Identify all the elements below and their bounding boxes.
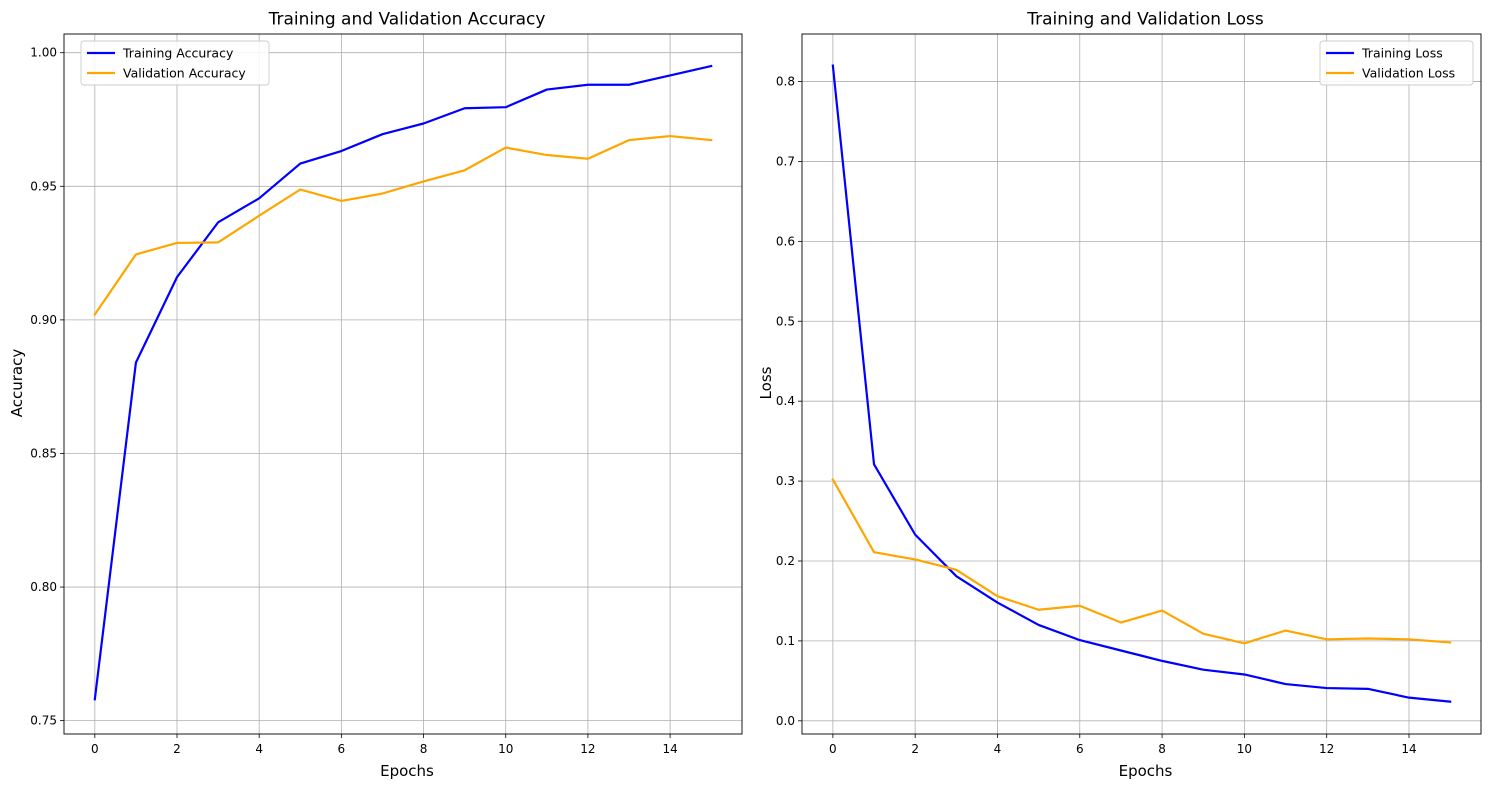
loss-y-tick-label: 0.3 [776,474,795,488]
accuracy-x-tick-label: 2 [173,742,181,756]
loss-series-line [831,477,1452,645]
accuracy-y-tick-label: 0.75 [30,714,57,728]
accuracy-y-tick-label: 0.85 [30,446,57,460]
loss-legend-label: Validation Loss [1362,66,1455,81]
accuracy-x-tick-label: 10 [498,742,513,756]
loss-chart-title: Training and Validation Loss [1026,10,1264,30]
loss-legend: Training Loss Validation Loss [1319,40,1474,86]
loss-y-tick-label: 0.2 [776,554,795,568]
loss-y-tick-label: 0.1 [776,634,795,648]
accuracy-chart: Training and Validation Accuracy Epochs … [8,10,743,780]
accuracy-x-tick-label: 0 [91,742,99,756]
loss-x-tick-label: 2 [911,742,919,756]
accuracy-y-tick-label: 1.00 [30,46,57,60]
loss-y-tick-label: 0.4 [776,394,795,408]
accuracy-legend-box [80,40,270,86]
accuracy-legend-label: Validation Accuracy [123,66,246,81]
loss-chart: Training and Validation Loss Epochs Loss… [757,10,1482,780]
loss-y-tick-label: 0.7 [776,154,795,168]
accuracy-legend: Training Accuracy Validation Accuracy [80,40,270,86]
loss-legend-label: Training Loss [1361,46,1443,61]
loss-x-axis-label: Epochs [1119,762,1173,780]
loss-y-tick-label: 0.5 [776,314,795,328]
loss-x-tick-label: 10 [1237,742,1252,756]
accuracy-legend-label: Training Accuracy [122,46,234,61]
loss-x-tick-label: 6 [1076,742,1084,756]
accuracy-x-tick-label: 6 [338,742,346,756]
accuracy-y-axis-label: Accuracy [8,349,26,418]
accuracy-chart-title: Training and Validation Accuracy [268,10,546,30]
accuracy-x-tick-label: 8 [420,742,428,756]
loss-plot-frame [801,33,1482,735]
loss-x-tick-label: 8 [1158,742,1166,756]
accuracy-series-line [93,134,713,317]
loss-legend-box [1319,40,1474,86]
accuracy-x-tick-label: 4 [255,742,263,756]
loss-x-tick-label: 4 [994,742,1002,756]
loss-x-tick-label: 0 [829,742,837,756]
loss-y-tick-label: 0.6 [776,234,795,248]
accuracy-y-tick-label: 0.80 [30,580,57,594]
accuracy-plot-frame [63,33,743,735]
accuracy-series-line [93,64,713,701]
loss-x-tick-label: 12 [1319,742,1334,756]
accuracy-x-tick-label: 14 [662,742,677,756]
accuracy-x-tick-label: 12 [580,742,595,756]
accuracy-x-axis-label: Epochs [380,762,434,780]
accuracy-y-tick-label: 0.95 [30,179,57,193]
loss-series-line [831,64,1452,703]
loss-y-tick-label: 0.8 [776,75,795,89]
loss-y-tick-label: 0.0 [776,714,795,728]
accuracy-y-tick-label: 0.90 [30,313,57,327]
loss-y-axis-label: Loss [757,366,775,399]
loss-x-tick-label: 14 [1401,742,1416,756]
